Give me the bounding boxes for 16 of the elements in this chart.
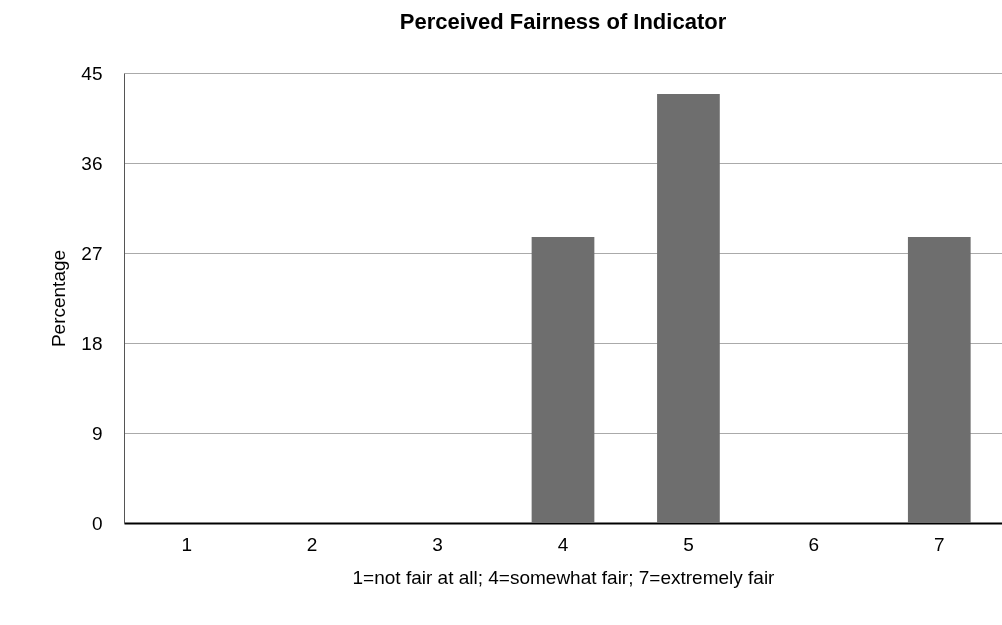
y-tick-label: 27 <box>81 242 103 264</box>
x-tick-label: 4 <box>557 533 569 555</box>
x-axis-title: 1=not fair at all; 4=somewhat fair; 7=extremely fair <box>352 566 776 588</box>
x-tick-label: 6 <box>808 533 820 555</box>
x-tick-label: 1 <box>181 533 192 555</box>
y-tick-label: 45 <box>81 62 103 84</box>
y-tick-label: 0 <box>91 512 103 534</box>
x-tick-label: 7 <box>934 533 945 555</box>
y-tick-label: 18 <box>81 332 103 354</box>
x-tick-label: 2 <box>306 533 318 555</box>
x-tick-label: 5 <box>683 533 694 555</box>
x-tick-label: 3 <box>432 533 443 555</box>
chart-title: Perceived Fairness of Indicator <box>399 9 727 34</box>
y-tick-label: 9 <box>91 422 103 444</box>
y-tick-label: 36 <box>81 152 103 174</box>
y-axis-title: Percentage <box>48 249 70 348</box>
